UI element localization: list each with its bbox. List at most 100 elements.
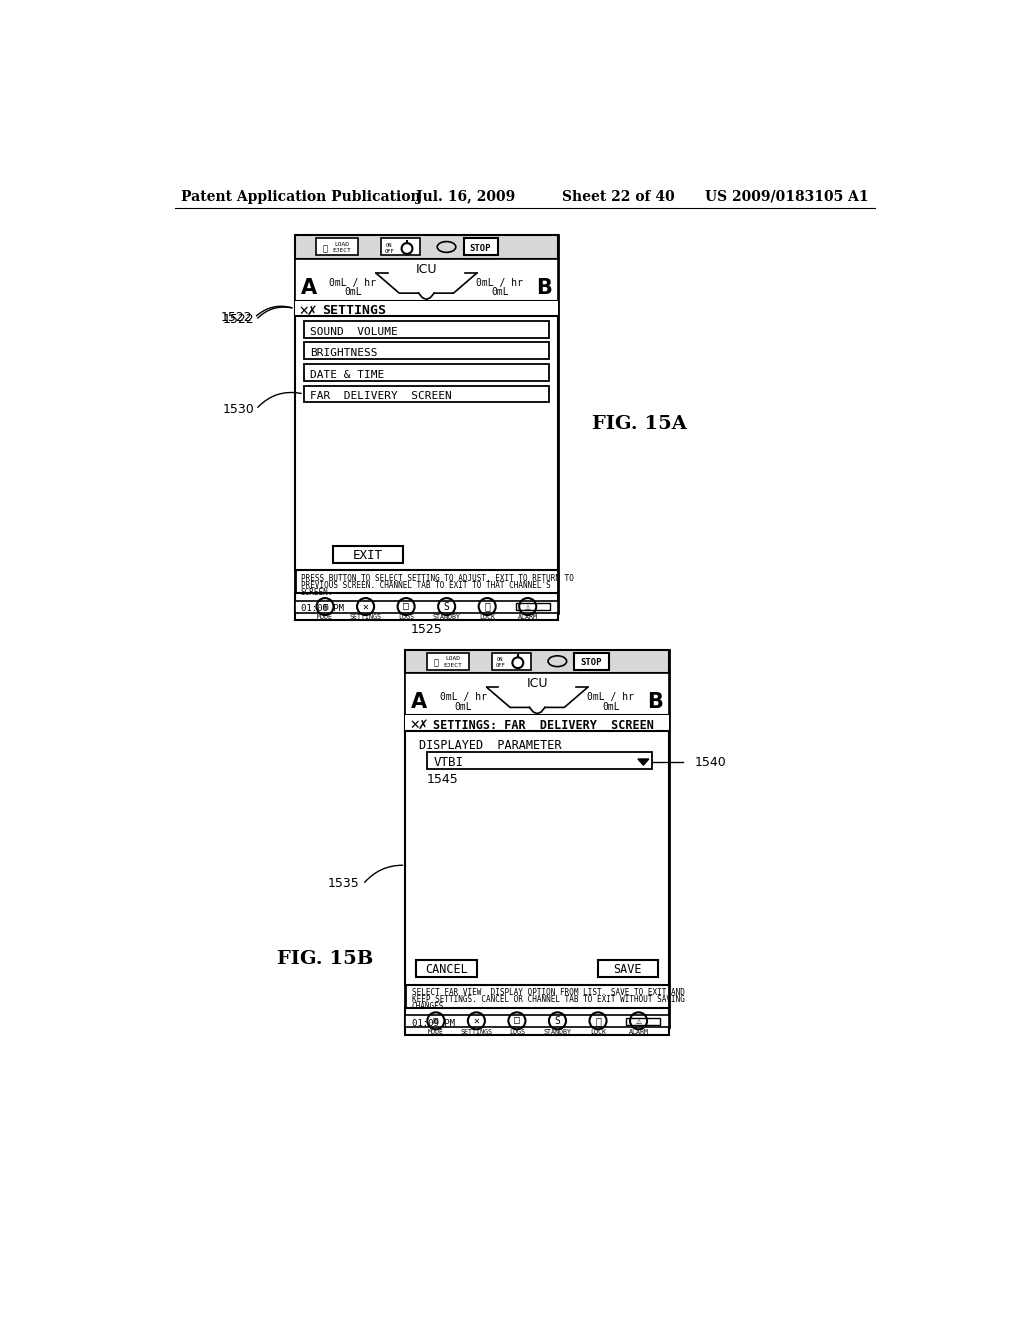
Text: SETTINGS: SETTINGS [323, 305, 386, 317]
Bar [627, 1018, 660, 1024]
Text: MODE: MODE [317, 614, 333, 620]
Text: 0mL / hr: 0mL / hr [476, 279, 523, 288]
Text: BRIGHTNESS: BRIGHTNESS [310, 348, 378, 358]
Text: ⚿: ⚿ [484, 602, 490, 611]
Text: DATE & TIME: DATE & TIME [310, 370, 384, 380]
Text: 0mL: 0mL [492, 288, 509, 297]
Text: CHANGES.: CHANGES. [412, 1002, 449, 1011]
Text: 01:06 PM: 01:06 PM [301, 605, 344, 614]
Text: ON
OFF: ON OFF [496, 657, 505, 668]
Text: EJECT: EJECT [333, 248, 351, 253]
Bar [427, 653, 469, 669]
Text: PRESS BUTTON TO SELECT SETTING TO ADJUST. EXIT TO RETURN TO: PRESS BUTTON TO SELECT SETTING TO ADJUST… [301, 574, 573, 583]
Text: 1545: 1545 [427, 772, 459, 785]
Text: m: m [433, 1016, 439, 1026]
Text: FIG. 15A: FIG. 15A [592, 414, 687, 433]
Text: STANDBY: STANDBY [544, 1028, 571, 1035]
Bar [406, 715, 669, 730]
Text: SELECT FAR VIEW  DISPLAY OPTION FROM LIST. SAVE TO EXIT AND: SELECT FAR VIEW DISPLAY OPTION FROM LIST… [412, 989, 684, 998]
Text: KEEP SETTINGS. CANCEL OR CHANNEL TAB TO EXIT WITHOUT SAVING: KEEP SETTINGS. CANCEL OR CHANNEL TAB TO … [412, 995, 684, 1005]
Text: 0mL: 0mL [344, 288, 361, 297]
Text: ⚿: ⚿ [595, 1016, 601, 1026]
Bar [417, 960, 477, 977]
Text: MODE: MODE [428, 1028, 443, 1035]
Text: PREVIOUS SCREEN. CHANNEL TAB TO EXIT TO THAT CHANNEL'S: PREVIOUS SCREEN. CHANNEL TAB TO EXIT TO … [301, 581, 551, 590]
Text: LOAD: LOAD [445, 656, 460, 661]
Text: ✕: ✕ [473, 1016, 479, 1026]
Text: VTBI: VTBI [433, 755, 463, 768]
Bar [381, 239, 420, 256]
Text: Patent Application Publication: Patent Application Publication [180, 190, 420, 203]
Text: 1530: 1530 [223, 403, 255, 416]
Text: EJECT: EJECT [443, 663, 462, 668]
Bar [406, 1007, 669, 1035]
Text: CANCEL: CANCEL [425, 964, 468, 977]
Bar [406, 649, 669, 1027]
Text: ⚠: ⚠ [636, 1016, 641, 1026]
Bar [515, 603, 550, 610]
Text: A: A [300, 277, 316, 298]
Bar [304, 342, 549, 359]
Bar [295, 259, 558, 301]
Text: m: m [323, 602, 328, 611]
Bar [295, 235, 558, 259]
Text: ✗: ✗ [417, 719, 428, 733]
Text: FAR  DELIVERY  SCREEN: FAR DELIVERY SCREEN [310, 391, 452, 401]
Text: ✗: ✗ [306, 305, 316, 318]
Text: ICU: ICU [416, 263, 437, 276]
Bar [295, 235, 558, 612]
Bar [295, 301, 558, 317]
Text: 0mL / hr: 0mL / hr [588, 693, 634, 702]
Text: 0mL / hr: 0mL / hr [440, 693, 487, 702]
Text: ON
OFF: ON OFF [384, 243, 394, 253]
Text: 1540: 1540 [694, 755, 726, 768]
Text: S: S [555, 1016, 560, 1026]
Bar [598, 960, 658, 977]
Text: A: A [412, 692, 427, 711]
Text: B: B [647, 692, 663, 711]
Text: 1522: 1522 [223, 313, 255, 326]
Text: LOGS: LOGS [398, 614, 414, 620]
Bar [493, 653, 531, 669]
Text: LOAD: LOAD [335, 242, 349, 247]
Bar [464, 239, 498, 256]
Bar [574, 653, 608, 669]
Text: ALARM: ALARM [518, 614, 538, 620]
Text: 1535: 1535 [328, 878, 359, 890]
Text: FIG. 15B: FIG. 15B [278, 950, 374, 968]
Bar [406, 673, 669, 715]
Text: ALARM: ALARM [629, 1028, 648, 1035]
Bar [334, 545, 403, 562]
Text: 0mL / hr: 0mL / hr [330, 279, 376, 288]
Bar [304, 364, 549, 381]
Text: STOP: STOP [581, 659, 602, 667]
Text: SETTINGS: SETTINGS [461, 1028, 493, 1035]
Text: 1522: 1522 [221, 310, 252, 323]
Bar [406, 649, 669, 673]
Text: 01:09 PM: 01:09 PM [412, 1019, 455, 1027]
Text: DISPLAYED  PARAMETER: DISPLAYED PARAMETER [420, 739, 562, 752]
Text: 0mL: 0mL [602, 702, 620, 711]
Text: 1525: 1525 [411, 623, 442, 636]
Bar [295, 601, 558, 612]
Text: SETTINGS: FAR  DELIVERY  SCREEN: SETTINGS: FAR DELIVERY SCREEN [433, 718, 654, 731]
Text: SETTINGS: SETTINGS [349, 614, 382, 620]
Bar [304, 321, 549, 338]
Text: □: □ [514, 1016, 520, 1026]
Bar [295, 594, 558, 620]
Text: EXIT: EXIT [353, 549, 383, 562]
Bar [427, 752, 652, 770]
Text: STOP: STOP [470, 244, 492, 253]
Bar [316, 239, 358, 256]
Text: LOCK: LOCK [479, 614, 496, 620]
Text: ⚠: ⚠ [524, 602, 530, 611]
Text: S: S [443, 602, 450, 611]
Text: SOUND  VOLUME: SOUND VOLUME [310, 326, 398, 337]
Text: SAVE: SAVE [613, 964, 642, 977]
Text: ✕: ✕ [410, 719, 420, 733]
Text: US 2009/0183105 A1: US 2009/0183105 A1 [706, 190, 869, 203]
Text: LOGS: LOGS [509, 1028, 525, 1035]
Text: ✕: ✕ [362, 602, 369, 611]
Text: LOCK: LOCK [590, 1028, 606, 1035]
Text: 🔒: 🔒 [323, 244, 328, 253]
